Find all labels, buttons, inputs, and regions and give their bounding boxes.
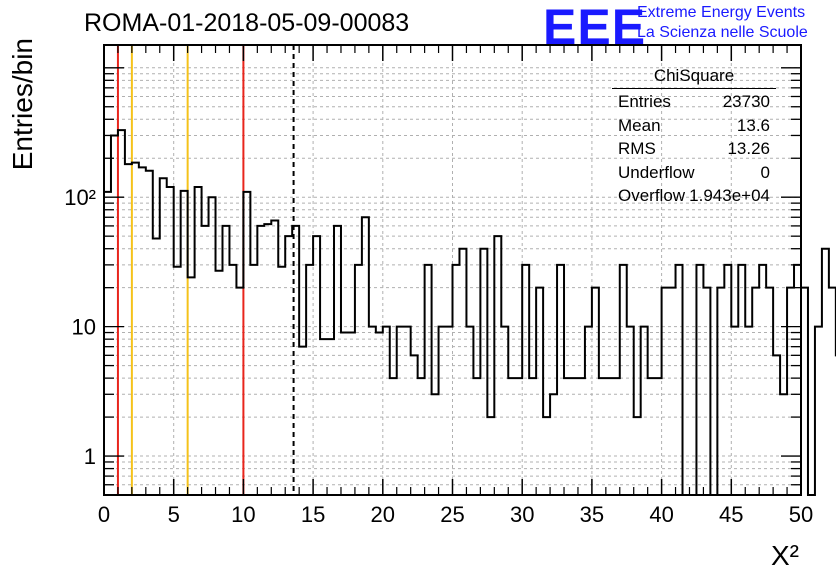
stats-key: Underflow [618, 163, 695, 182]
stats-value: 23730 [722, 92, 770, 111]
stats-value: 13.26 [727, 139, 770, 158]
eee-logo: EEE [543, 0, 647, 55]
stats-row-overflow: Overflow 1.943e+04 [618, 186, 770, 208]
y-tick-labels: 1 10 10² [64, 185, 96, 469]
stats-key: RMS [618, 139, 656, 158]
x-tick-label: 40 [649, 502, 673, 527]
stats-value: 1.943e+04 [689, 186, 770, 205]
y-tick-label: 10² [64, 185, 96, 210]
x-tick-label: 25 [440, 502, 464, 527]
x-tick-labels: 0 5 10 15 20 25 30 35 40 45 50 [98, 502, 813, 527]
stats-value: 13.6 [736, 116, 770, 135]
marker-lines [116, 45, 295, 495]
stats-key: Overflow [618, 186, 686, 205]
logo-line-2: La Scienza nelle Scuole [637, 24, 808, 41]
y-axis-label: Entries/bin [7, 38, 38, 170]
x-tick-label: 50 [789, 502, 813, 527]
stats-key: Entries [618, 92, 671, 111]
x-tick-label: 10 [231, 502, 255, 527]
stats-row-underflow: Underflow 0 [618, 163, 770, 185]
x-axis-label: X² [771, 540, 799, 571]
y-tick-label: 1 [84, 444, 96, 469]
stats-row-mean: Mean 13.6 [618, 116, 770, 138]
x-tick-label: 0 [98, 502, 110, 527]
stats-divider [612, 88, 776, 89]
x-tick-label: 20 [371, 502, 395, 527]
x-tick-label: 45 [719, 502, 743, 527]
stats-box: ChiSquare Entries 23730 Mean 13.6 RMS 13… [612, 66, 776, 216]
stats-key: Mean [618, 116, 661, 135]
axis-ticks [103, 45, 802, 496]
stats-row-rms: RMS 13.26 [618, 139, 770, 161]
x-tick-label: 15 [301, 502, 325, 527]
chart-title: ROMA-01-2018-05-09-00083 [84, 9, 410, 37]
stats-value: 0 [760, 163, 770, 182]
x-tick-label: 30 [510, 502, 534, 527]
stats-row-entries: Entries 23730 [618, 92, 770, 114]
histogram-series [104, 129, 836, 496]
grid [104, 45, 801, 496]
stats-title: ChiSquare [653, 66, 735, 85]
x-tick-label: 5 [168, 502, 180, 527]
x-tick-label: 35 [580, 502, 604, 527]
logo-line-1: Extreme Energy Events [637, 4, 806, 21]
y-tick-label: 10 [72, 315, 96, 340]
